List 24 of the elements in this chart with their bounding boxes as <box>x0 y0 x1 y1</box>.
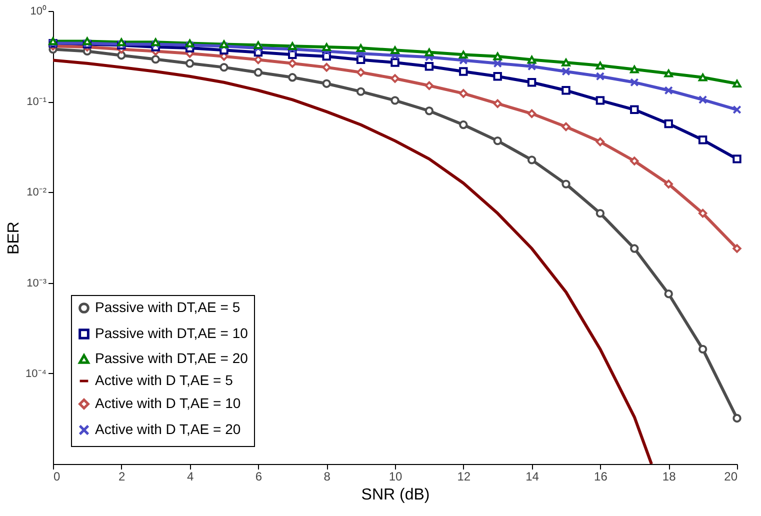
legend-label: Active with D T,AE = 20 <box>95 421 241 437</box>
y-tick-label: 10⁻³ <box>26 277 47 290</box>
x-tick-label: 8 <box>324 470 331 484</box>
y-tick-label: 10⁻⁴ <box>26 368 47 380</box>
y-tick-label: 10⁰ <box>30 4 46 18</box>
x-axis-title: SNR (dB) <box>361 486 430 504</box>
legend-label: Passive with DT,AE = 10 <box>95 325 248 341</box>
x-tick-label: 6 <box>255 470 262 484</box>
y-tick-label: 10⁻² <box>26 186 47 199</box>
x-tick-label: 4 <box>186 470 194 484</box>
legend-label: Passive with DT,AE = 20 <box>95 350 248 366</box>
legend-label: Active with D T,AE = 10 <box>95 395 241 411</box>
y-tick-label: 10⁻¹ <box>26 96 47 108</box>
legend-label: Active with D T,AE = 5 <box>95 372 234 388</box>
legend-label: Passive with DT,AE = 5 <box>95 299 240 315</box>
x-tick-label: 20 <box>724 470 738 484</box>
y-axis-title: BER <box>6 222 23 254</box>
x-tick-label: 10 <box>388 470 402 484</box>
x-tick-label: 0 <box>54 470 60 484</box>
x-tick-label: 12 <box>457 470 471 484</box>
x-tick-label: 18 <box>662 470 676 484</box>
x-tick-label: 16 <box>594 470 608 484</box>
x-tick-label: 2 <box>118 470 126 484</box>
x-tick-label: 14 <box>526 470 540 484</box>
